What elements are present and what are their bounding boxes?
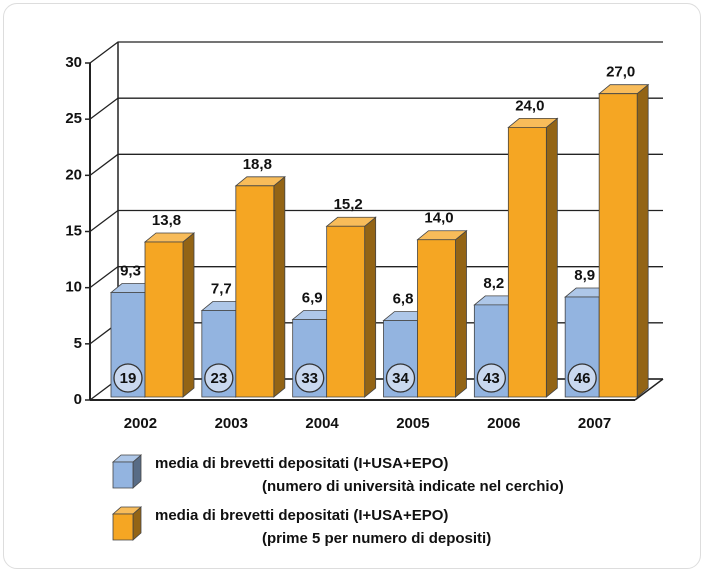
annotation-label: 34 [392,370,409,387]
bar-front [144,241,184,398]
legend-label: media di brevetti depositati (I+USA+EPO) [155,455,448,472]
bar-front [417,239,456,398]
x-tick-label: 2007 [578,415,611,432]
value-label: 7,7 [211,280,232,297]
bar-side [182,232,195,398]
grid-line [89,97,663,120]
x-tick-label: 2006 [487,415,520,432]
annotation-label: 43 [483,370,500,387]
grid-line [89,41,663,64]
value-label: 8,9 [574,267,595,284]
y-tick-label: 10 [65,279,82,296]
legend-swatch [111,506,143,541]
legend-note: (prime 5 per numero di depositi) [262,530,491,547]
legend-swatch-face [112,461,134,489]
bar-side [364,216,377,398]
value-label: 6,9 [302,289,323,306]
annotation-label: 46 [574,370,591,387]
annotation-circle [567,363,597,393]
y-tick-label: 0 [74,391,82,408]
x-tick-label: 2005 [396,415,429,432]
bar-front [507,127,547,398]
y-tick-label: 5 [74,335,82,352]
value-label: 18,8 [243,156,272,173]
floor-right [634,378,664,401]
bar-side [636,83,649,398]
annotation-circle [204,363,234,393]
value-label: 27,0 [606,64,635,81]
legend-note: (numero di università indicate nel cerch… [262,478,564,495]
bar-front [326,225,366,398]
legend-swatch [111,454,143,489]
bar [507,117,559,398]
bar-front [598,93,638,398]
legend-swatch-face [112,513,134,541]
bar [416,229,468,398]
legend-label: media di brevetti depositati (I+USA+EPO) [155,507,448,524]
x-tick-label: 2004 [305,415,339,432]
grid-line [89,209,663,233]
value-label: 8,2 [483,275,504,292]
annotation-circle [295,363,325,393]
bar-side [545,117,558,398]
grid-line [89,153,663,176]
bar [234,175,286,398]
value-label: 13,8 [152,212,181,229]
bar [598,83,650,398]
annotation-circle [385,363,416,393]
value-label: 6,8 [393,291,414,308]
annotation-circle [113,363,143,393]
value-label: 9,3 [120,262,141,279]
bar [143,232,196,398]
bar-front [235,185,275,398]
x-tick-label: 2002 [124,415,157,432]
card [3,3,701,569]
y-tick-label: 20 [65,166,82,183]
annotation-label: 33 [301,370,318,387]
y-tick-label: 30 [65,54,82,71]
bar [325,216,377,398]
value-label: 24,0 [515,97,544,114]
y-tick-label: 25 [65,110,82,127]
grid-line [89,266,663,289]
annotation-label: 23 [210,370,227,387]
value-label: 15,2 [334,196,363,213]
x-tick-label: 2003 [215,415,248,432]
bar-side [455,229,467,398]
y-tick-label: 15 [65,222,82,239]
annotation-circle [476,363,506,393]
value-label: 14,0 [424,210,453,227]
bar-side [273,175,286,398]
annotation-label: 19 [120,370,137,387]
